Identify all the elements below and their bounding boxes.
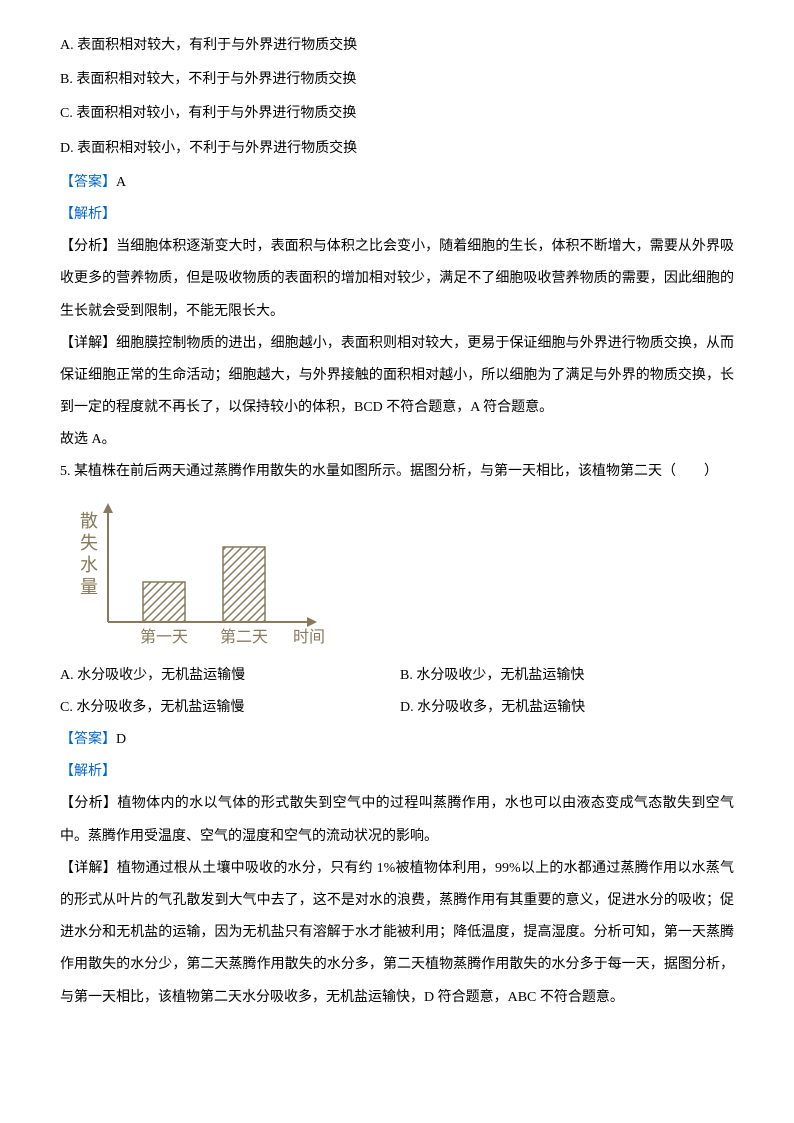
svg-text:第二天: 第二天 — [220, 628, 268, 646]
answer-line: 【答案】A — [60, 167, 734, 199]
option-c: C. 表面积相对较小，有利于与外界进行物质交换 — [60, 98, 734, 130]
options-row-1: A. 水分吸收少，无机盐运输慢 B. 水分吸收少，无机盐运输快 — [60, 660, 734, 692]
option-b-q5: B. 水分吸收少，无机盐运输快 — [400, 660, 734, 692]
xiangjie-paragraph: 【详解】细胞膜控制物质的进出，细胞越小，表面积则相对较大，更易于保证细胞与外界进… — [60, 328, 734, 425]
svg-text:散: 散 — [80, 511, 98, 531]
options-row-2: C. 水分吸收多，无机盐运输慢 D. 水分吸收多，无机盐运输快 — [60, 692, 734, 724]
svg-text:第一天: 第一天 — [140, 628, 188, 646]
conclusion: 故选 A。 — [60, 424, 734, 456]
xiangjie-label: 【详解】 — [60, 336, 116, 351]
option-a-q5: A. 水分吸收少，无机盐运输慢 — [60, 660, 400, 692]
chart-svg: 散失水量第一天 第二天 时间 — [60, 497, 325, 652]
option-c-q5: C. 水分吸收多，无机盐运输慢 — [60, 692, 400, 724]
answer-value-q5: D — [116, 732, 126, 747]
fenxi-paragraph-q5: 【分析】植物体内的水以气体的形式散失到空气中的过程叫蒸腾作用，水也可以由液态变成… — [60, 788, 734, 852]
analysis-line: 【解析】 — [60, 199, 734, 231]
xiangjie-text-q5: 植物通过根从土壤中吸收的水分，只有约 1%被植物体利用，99%以上的水都通过蒸腾… — [60, 861, 734, 1005]
analysis-label-q5: 【解析】 — [60, 764, 116, 779]
svg-text:量: 量 — [80, 577, 98, 597]
xiangjie-label-q5: 【详解】 — [60, 861, 117, 876]
fenxi-label: 【分析】 — [60, 239, 116, 254]
option-d-q5: D. 水分吸收多，无机盐运输快 — [400, 692, 734, 724]
fenxi-paragraph: 【分析】当细胞体积逐渐变大时，表面积与体积之比会变小，随着细胞的生长，体积不断增… — [60, 231, 734, 328]
svg-text:失: 失 — [80, 533, 98, 553]
question-stem: 5. 某植株在前后两天通过蒸腾作用散失的水量如图所示。据图分析，与第一天相比，该… — [60, 456, 734, 488]
answer-label-q5: 【答案】 — [60, 732, 116, 747]
svg-text:水: 水 — [80, 555, 98, 575]
bar-chart: 散失水量第一天 第二天 时间 — [60, 497, 734, 652]
option-a: A. 表面积相对较大，有利于与外界进行物质交换 — [60, 30, 734, 62]
fenxi-label-q5: 【分析】 — [60, 796, 117, 811]
svg-text:时间: 时间 — [293, 628, 325, 646]
option-d: D. 表面积相对较小，不利于与外界进行物质交换 — [60, 133, 734, 165]
xiangjie-text: 细胞膜控制物质的进出，细胞越小，表面积则相对较大，更易于保证细胞与外界进行物质交… — [60, 336, 734, 415]
analysis-line-q5: 【解析】 — [60, 756, 734, 788]
analysis-label: 【解析】 — [60, 207, 116, 222]
answer-label: 【答案】 — [60, 175, 116, 190]
fenxi-text: 当细胞体积逐渐变大时，表面积与体积之比会变小，随着细胞的生长，体积不断增大，需要… — [60, 239, 734, 318]
option-b: B. 表面积相对较大，不利于与外界进行物质交换 — [60, 64, 734, 96]
answer-value: A — [116, 175, 126, 190]
answer-line-q5: 【答案】D — [60, 724, 734, 756]
fenxi-text-q5: 植物体内的水以气体的形式散失到空气中的过程叫蒸腾作用，水也可以由液态变成气态散失… — [60, 796, 734, 843]
xiangjie-paragraph-q5: 【详解】植物通过根从土壤中吸收的水分，只有约 1%被植物体利用，99%以上的水都… — [60, 853, 734, 1014]
